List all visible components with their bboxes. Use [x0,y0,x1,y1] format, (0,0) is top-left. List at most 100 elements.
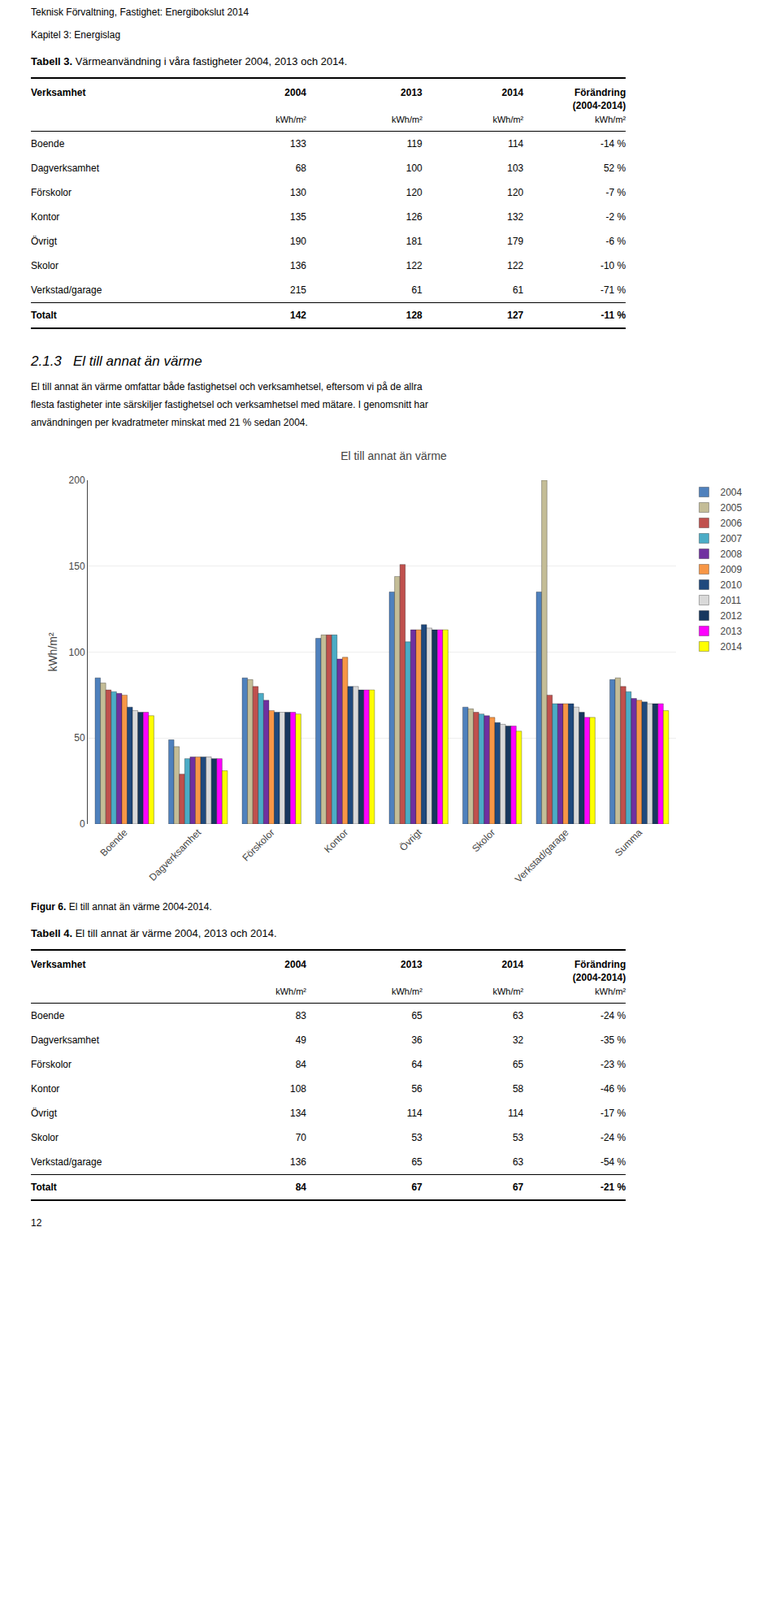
html-text:Förskolor: Förskolor [30,186,72,199]
svg-text:100: 100 [69,646,86,659]
html-text:Förändring: Förändring [574,958,626,971]
html-text:Kapitel 3: Energislag: Kapitel 3: Energislag [30,29,121,41]
html-text:32: 32 [512,1034,524,1046]
svg-text:2004: 2004 [719,486,742,499]
html-text:-24 %: -24 % [600,1131,626,1144]
svg-text:2007: 2007 [719,533,742,545]
html-text:Dagverksamhet: Dagverksamhet [30,162,100,174]
svg-text:El till annat än värme: El till annat än värme [340,449,447,463]
html-text:103: 103 [507,162,524,174]
html-text:190: 190 [290,235,307,247]
html-text:126: 126 [406,211,423,223]
html-text:Skolor: Skolor [30,260,59,272]
html-text:2013: 2013 [400,958,423,971]
html-text:127: 127 [507,309,524,321]
html-text:2013: 2013 [400,86,423,99]
html-text:El till annat än värme omfatta: El till annat än värme omfattar både fas… [30,381,423,393]
svg-text:Skolor: Skolor [469,826,498,854]
html-text:(2004-2014): (2004-2014) [572,971,626,984]
html-text:128: 128 [406,309,423,321]
html-text:61: 61 [512,284,524,296]
html-text:130: 130 [290,186,307,199]
svg-text:2005: 2005 [719,502,742,514]
html-text:68: 68 [295,162,307,174]
svg-text:Verkstad/garage: Verkstad/garage [512,826,572,885]
html-text:Verkstad/garage: Verkstad/garage [30,284,102,296]
html-text:114: 114 [507,138,524,150]
svg-text:Kontor: Kontor [321,826,351,855]
svg-text:kWh/m²: kWh/m² [46,632,60,672]
svg-text:2011: 2011 [719,594,741,607]
html-text:2014: 2014 [501,86,524,99]
html-text:Totalt: Totalt [30,309,57,321]
html-text:100: 100 [406,162,423,174]
html-text:136: 136 [290,260,307,272]
html-text:-71 %: -71 % [600,284,626,296]
svg-text:200: 200 [69,474,86,486]
svg-text:2013: 2013 [719,625,742,637]
html-text:63: 63 [512,1009,524,1022]
html-text:-10 %: -10 % [600,260,626,272]
svg-text:2006: 2006 [719,517,742,529]
html-text:Skolor: Skolor [30,1131,59,1144]
svg-text:Dagverksamhet: Dagverksamhet [147,826,204,884]
html-text:Övrigt: Övrigt [30,235,57,247]
html-text:122: 122 [507,260,524,272]
html-text:-6 %: -6 % [605,235,626,247]
html-text:-2 %: -2 % [605,211,626,223]
html-text:65: 65 [411,1009,423,1022]
html-text:Teknisk Förvaltning, Fastighet: Teknisk Förvaltning, Fastighet: Energibo… [30,6,249,18]
svg-text:Förskolor: Förskolor [239,826,277,863]
html-text:Förskolor: Förskolor [30,1058,72,1071]
html-text:36: 36 [411,1034,423,1046]
html-text:Kontor: Kontor [30,211,60,223]
html-text:181: 181 [406,235,423,247]
html-text:2004: 2004 [284,86,307,99]
html-text:-23 %: -23 % [600,1058,626,1071]
html-text:Verksamhet: Verksamhet [30,958,86,971]
html-text:119: 119 [406,138,423,150]
html-text:142: 142 [290,309,307,321]
svg-text:Boende: Boende [97,826,130,858]
html-text:135: 135 [290,211,307,223]
html-text:49: 49 [295,1034,307,1046]
html-text:Tabell 4. El till annat är vär: Tabell 4. El till annat är värme 2004, 2… [30,927,277,940]
html-text:2004: 2004 [284,958,307,971]
html-text:flesta fastigheter inte särski: flesta fastigheter inte särskiljer fasti… [30,398,429,411]
html-text:(2004-2014): (2004-2014) [572,99,626,112]
html-text:2014: 2014 [501,958,524,971]
svg-text:150: 150 [69,560,86,572]
html-text:användningen per kvadratmeter: användningen per kvadratmeter minskat me… [30,416,308,429]
html-text:133: 133 [290,138,307,150]
html-text:Dagverksamhet: Dagverksamhet [30,1034,100,1046]
svg-text:2010: 2010 [719,579,742,591]
html-text:Boende: Boende [30,138,65,150]
svg-text:2009: 2009 [719,563,742,576]
html-text:215: 215 [290,284,307,296]
html-text:83: 83 [295,1009,307,1022]
html-text:2.1.3 El till annat än värme: 2.1.3 El till annat än värme [30,353,203,369]
html-text:-11 %: -11 % [600,309,626,321]
html-text:122: 122 [406,260,423,272]
html-text:120: 120 [406,186,423,199]
html-text:179: 179 [507,235,524,247]
svg-text:2012: 2012 [719,610,742,622]
svg-text:0: 0 [79,818,86,830]
html-text:120: 120 [507,186,524,199]
html-text:Tabell 3. Värmeanvändning i vå: Tabell 3. Värmeanvändning i våra fastigh… [30,55,348,68]
svg-text:50: 50 [73,732,86,744]
html-text:61: 61 [411,284,423,296]
html-text:-7 %: -7 % [605,186,626,199]
svg-text:2008: 2008 [719,548,742,560]
html-text:Boende: Boende [30,1009,65,1022]
html-text:Förändring: Förändring [574,86,626,99]
svg-text:Summa: Summa [612,826,645,858]
html-text:Verksamhet: Verksamhet [30,86,86,99]
svg-text:2014: 2014 [719,641,742,653]
html-text:-24 %: -24 % [600,1009,626,1022]
svg-text:Övrigt: Övrigt [397,826,425,854]
html-text:Figur 6. El till annat än värm: Figur 6. El till annat än värme 2004-201… [30,901,212,913]
html-text:132: 132 [507,211,524,223]
html-text:52 %: 52 % [603,162,626,174]
html-text:-14 %: -14 % [600,138,626,150]
